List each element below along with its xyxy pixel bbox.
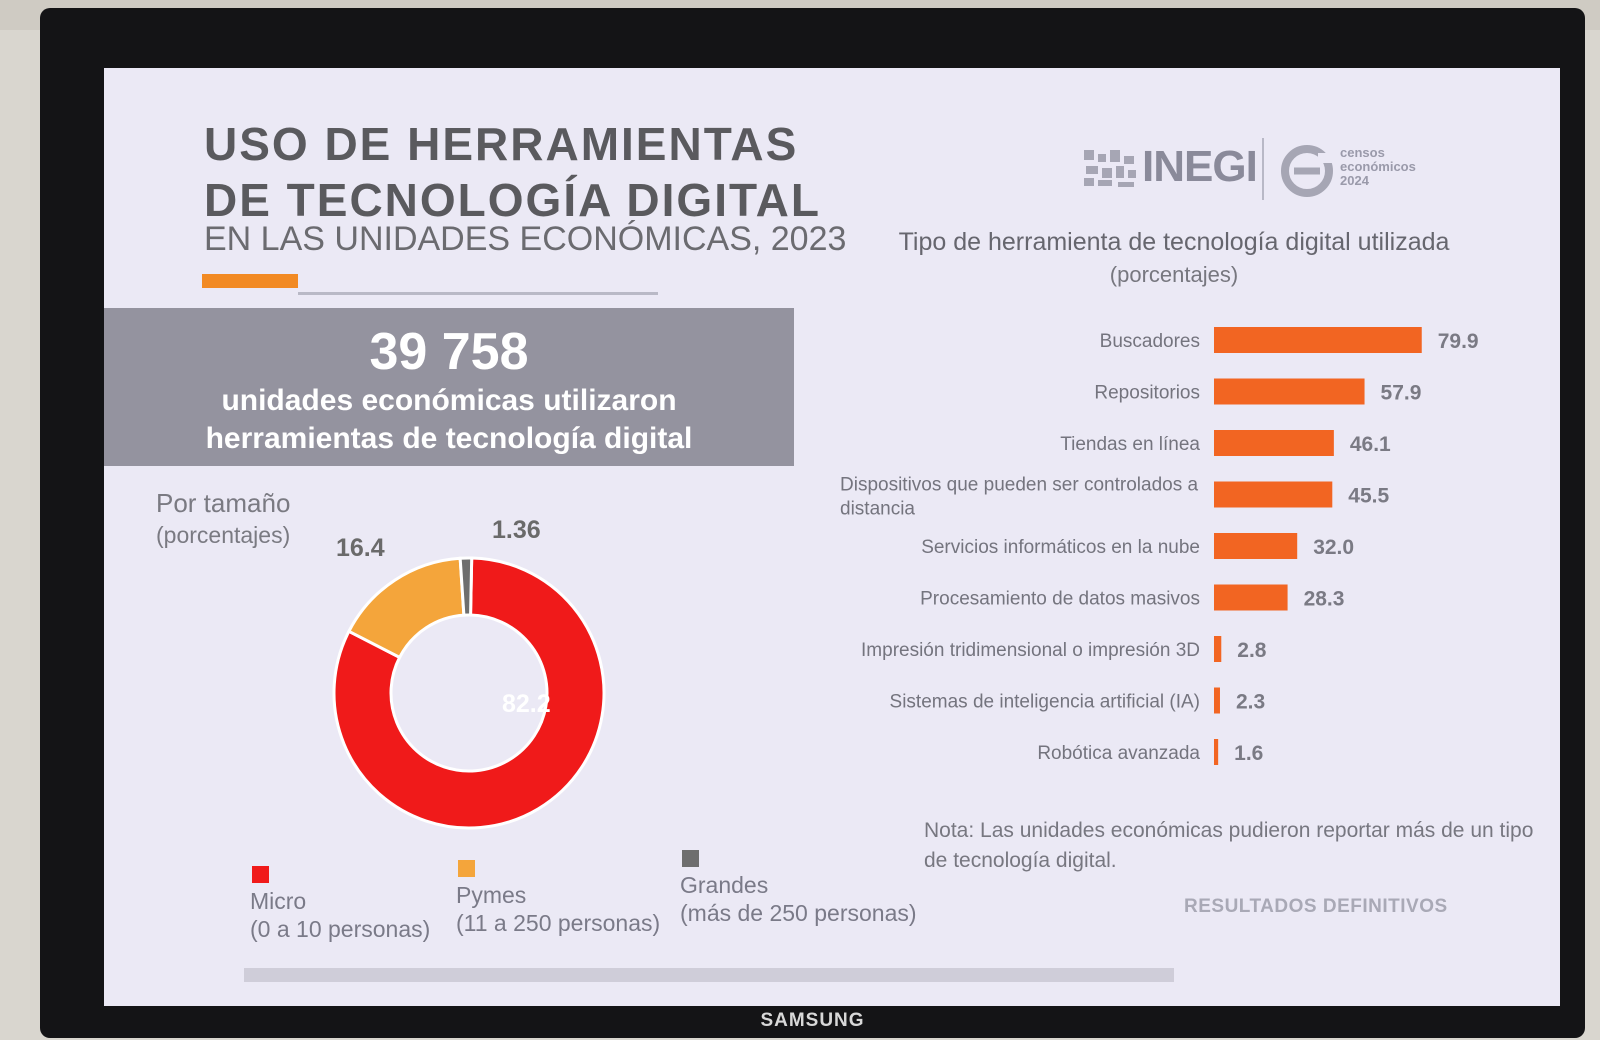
bar-category-label: Dispositivos que pueden ser controlados …	[840, 475, 1198, 520]
slide-title: USO DE HERRAMIENTAS DE TECNOLOGÍA DIGITA…	[204, 118, 821, 226]
legend-item-micro: Micro (0 a 10 personas)	[250, 866, 460, 943]
bar-value-label: 32.0	[1313, 536, 1354, 559]
bar	[1214, 533, 1298, 559]
donut-chart-title: Por tamaño	[156, 488, 291, 518]
censos-logo-text: censos económicos 2024	[1340, 145, 1416, 188]
bar-chart-unit: (porcentajes)	[1109, 262, 1239, 287]
highlight-box: 39 758 unidades económicas utilizaron he…	[104, 308, 794, 466]
bar-category-label: Repositorios	[1094, 383, 1200, 404]
legend-swatch-micro	[252, 866, 269, 883]
legend-range-pymes: (11 a 250 personas)	[456, 910, 661, 936]
bar	[1214, 687, 1220, 714]
donut-label-micro: 82.2	[502, 690, 551, 718]
bar-category-label: Impresión tridimensional o impresión 3D	[861, 640, 1200, 661]
bar-category-label: Procesamiento de datos masivos	[920, 589, 1200, 610]
legend-swatch-pymes	[458, 860, 475, 877]
bar-category-label: Robótica avanzada	[1037, 743, 1200, 764]
donut-label-pymes: 16.4	[336, 534, 385, 562]
bar-category-label: Servicios informáticos en la nube	[921, 537, 1200, 558]
bar-value-label: 2.8	[1237, 639, 1267, 662]
legend-item-pymes: Pymes (11 a 250 personas)	[456, 860, 666, 937]
donut-slice-micro	[332, 556, 606, 830]
bar-value-label: 28.3	[1304, 588, 1345, 611]
title-accent-line	[298, 292, 658, 295]
chart-note: Nota: Las unidades económicas pudieron r…	[924, 819, 1534, 872]
donut-slice-grandes	[458, 556, 474, 617]
highlight-number: 39 758	[369, 323, 529, 381]
bar	[1214, 327, 1422, 353]
highlight-text: unidades económicas utilizaron herramien…	[205, 384, 693, 455]
inegi-logo-text: INEGI	[1142, 142, 1258, 191]
bar	[1214, 739, 1219, 765]
logo-divider	[1262, 138, 1264, 200]
bar	[1214, 481, 1333, 508]
bar-value-label: 45.5	[1348, 485, 1389, 508]
bar	[1214, 378, 1365, 405]
bar-category-label: Sistemas de inteligencia artificial (IA)	[890, 692, 1200, 713]
bar-category-label: Buscadores	[1100, 331, 1200, 352]
bar-value-label: 1.6	[1234, 742, 1263, 765]
bar	[1214, 584, 1288, 611]
donut-label-grandes: 1.36	[492, 516, 541, 544]
bar-category-label: Tiendas en línea	[1060, 434, 1200, 455]
bar-value-label: 46.1	[1350, 433, 1391, 456]
bar-chart: Buscadores 79.9 Repositorios 57.9 Tiendas en…	[840, 327, 1479, 765]
bar-value-label: 57.9	[1381, 382, 1422, 405]
donut-chart	[332, 556, 606, 830]
slide-screen: USO DE HERRAMIENTAS DE TECNOLOGÍA DIGITA…	[104, 68, 1560, 1006]
bar-chart-title: Tipo de herramienta de tecnología digita…	[898, 228, 1450, 256]
tv-brand-logo: SAMSUNG	[760, 1010, 865, 1031]
censos-logo-icon	[1281, 145, 1333, 197]
legend-range-micro: (0 a 10 personas)	[250, 916, 431, 942]
legend-item-grandes: Grandes (más de 250 personas)	[680, 850, 920, 927]
legend-name-micro: Micro	[250, 888, 307, 914]
bar	[1214, 636, 1222, 662]
legend-swatch-grandes	[682, 850, 699, 867]
legend-range-grandes: (más de 250 personas)	[680, 900, 917, 926]
donut-chart-unit: (porcentajes)	[156, 522, 291, 548]
legend-name-pymes: Pymes	[456, 882, 527, 908]
footer-label: RESULTADOS DEFINITIVOS	[1184, 896, 1448, 917]
legend-name-grandes: Grandes	[680, 872, 769, 898]
bar	[1214, 430, 1334, 456]
bar-value-label: 79.9	[1438, 330, 1479, 353]
title-accent-bar	[202, 274, 298, 288]
bottom-strip	[244, 968, 1174, 982]
bar-value-label: 2.3	[1236, 691, 1265, 714]
slide-subtitle: EN LAS UNIDADES ECONÓMICAS, 2023	[204, 220, 847, 258]
inegi-mark-icon	[1084, 150, 1136, 187]
